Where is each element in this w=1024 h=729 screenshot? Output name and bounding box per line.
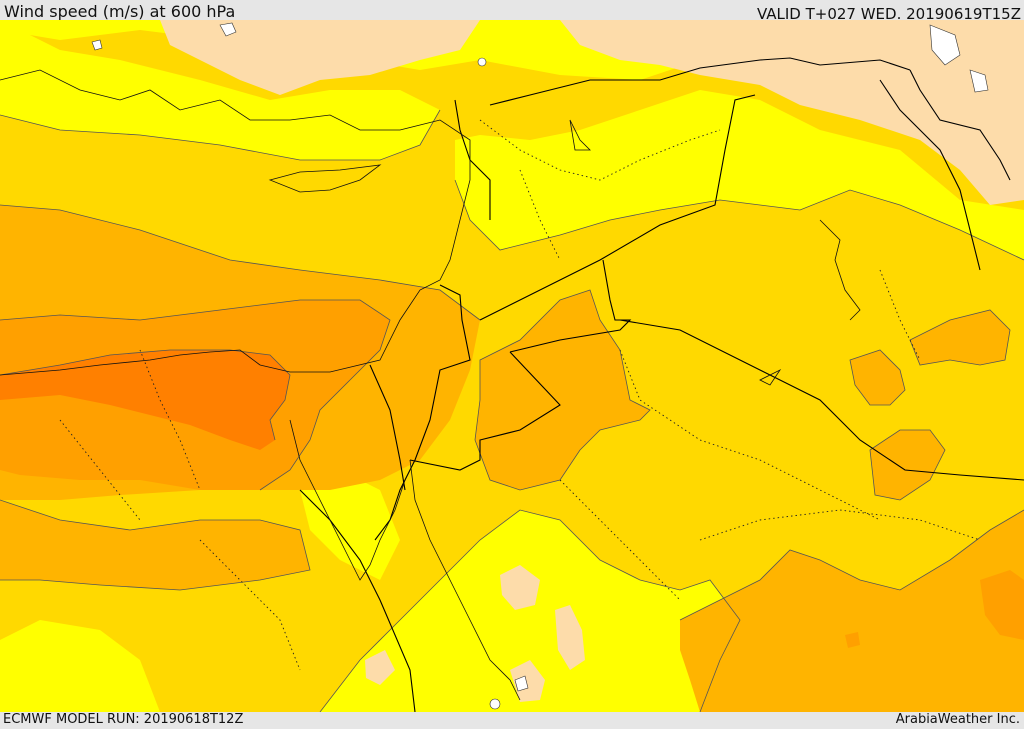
field-lowest-red-sea-3	[510, 660, 545, 702]
field-lowest-ne-corner	[960, 20, 1024, 120]
field-elevated-saudi-se	[680, 510, 1024, 712]
header-bar: Wind speed (m/s) at 600 hPa VALID T+027 …	[0, 0, 1024, 23]
field-lowest-turkey	[160, 20, 480, 95]
coastlines	[0, 69, 861, 701]
map-title: Wind speed (m/s) at 600 hPa	[4, 2, 236, 21]
country-borders	[299, 57, 1024, 712]
wind-speed-map[interactable]	[0, 20, 1024, 712]
field-low-southwest	[0, 620, 160, 712]
water-dot-a	[489, 698, 501, 710]
province-borders	[59, 119, 981, 671]
water-lake-van	[929, 24, 961, 66]
field-elevated-gulf	[910, 310, 1010, 365]
field-low-north	[0, 20, 1024, 260]
contour-lines	[0, 109, 1024, 712]
field-lowest-iran	[560, 20, 1024, 205]
field-lowest-yemen-coast	[365, 650, 395, 685]
field-lowest-red-sea-1	[500, 565, 540, 610]
field-lowest-red-sea-2	[555, 605, 585, 670]
field-high-arabia-se	[980, 570, 1024, 640]
water-red-sea-dot	[514, 675, 529, 692]
field-elevated-iraq-east	[850, 350, 905, 405]
field-highest-egypt-core	[0, 350, 290, 450]
water-lake-urmia	[969, 69, 989, 93]
model-run-label: ECMWF MODEL RUN: 20190618T12Z	[3, 712, 244, 727]
field-high-red-sea-spot	[845, 632, 860, 648]
field-elevated-jordan	[475, 290, 650, 490]
water-lake-2	[91, 39, 103, 51]
water-dot-b	[477, 57, 487, 67]
footer-bar: ECMWF MODEL RUN: 20190618T12Z ArabiaWeat…	[0, 712, 1024, 729]
field-low-south	[320, 510, 740, 712]
water-lake-1	[219, 22, 237, 37]
valid-time: VALID T+027 WED. 20190619T15Z	[756, 5, 1021, 23]
credit-label: ArabiaWeather Inc.	[895, 712, 1020, 727]
map-canvas	[0, 20, 1024, 712]
